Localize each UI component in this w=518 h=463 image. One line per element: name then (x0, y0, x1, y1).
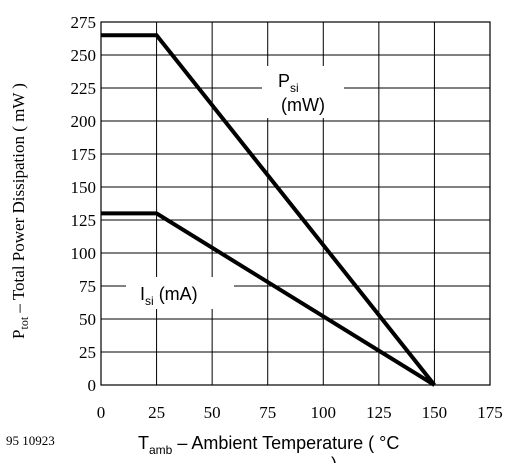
figure-number: 95 10923 (6, 433, 55, 448)
y-axis-title: Ptot – Total Power Dissipation ( mW ) (9, 83, 31, 339)
y-tick-label: 25 (79, 343, 96, 362)
series-lines (101, 33, 436, 387)
series-line-psi (101, 33, 436, 387)
x-tick-label: 0 (97, 403, 106, 422)
y-tick-label: 75 (79, 277, 96, 296)
x-tick-label: 50 (204, 403, 221, 422)
x-tick-label: 75 (259, 403, 276, 422)
y-tick-label: 150 (71, 178, 97, 197)
series-labels: Psi(mW) Isi (mA) (126, 66, 344, 309)
isi-label-bg (126, 277, 234, 309)
x-tick-label: 150 (422, 403, 448, 422)
series-line-isi (101, 211, 436, 387)
psi-label-bg (262, 66, 344, 118)
y-tick-labels: 0 25 50 75 100 125 150 175 200 225 250 275 (71, 13, 97, 395)
y-tick-label: 175 (71, 145, 97, 164)
y-tick-label: 125 (71, 211, 97, 230)
y-tick-label: 200 (71, 112, 97, 131)
x-axis-title-suffix: ) (331, 454, 337, 463)
x-tick-label: 25 (148, 403, 165, 422)
x-tick-label: 175 (477, 403, 503, 422)
x-tick-labels: 0 25 50 75 100 125 150 175 (97, 403, 503, 422)
y-tick-label: 225 (71, 79, 97, 98)
plot-frame (100, 21, 491, 386)
y-tick-label: 275 (71, 13, 97, 32)
psi-label: Psi (278, 71, 299, 95)
x-tick-label: 125 (366, 403, 392, 422)
isi-label: Isi (mA) (140, 284, 198, 308)
x-tick-label: 100 (311, 403, 337, 422)
y-tick-label: 0 (88, 376, 97, 395)
y-tick-label: 100 (71, 244, 97, 263)
psi-unit-label: (mW) (281, 95, 325, 115)
y-tick-label: 250 (71, 46, 97, 65)
y-tick-label: 50 (79, 310, 96, 329)
x-axis-title: Tamb – Ambient Temperature ( °C (138, 433, 399, 457)
